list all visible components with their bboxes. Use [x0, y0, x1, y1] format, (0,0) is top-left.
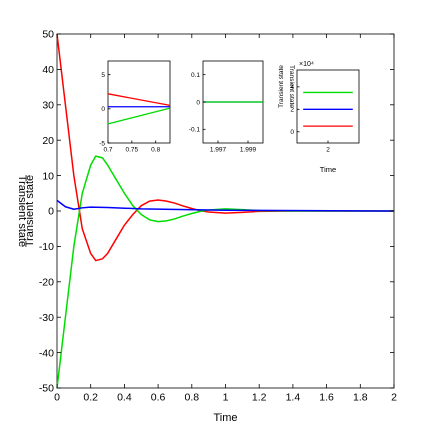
inset-1-series-line-2 [107, 107, 171, 125]
inset-3-x-tick-label: 2 [326, 147, 330, 154]
inset-1-x-tick-label: 0.75 [126, 147, 139, 154]
main-x-axis-label: Time [213, 412, 237, 424]
main-x-tick-label: 0.6 [151, 392, 166, 404]
main-x-tick-label: 1.8 [353, 392, 368, 404]
main-y-tick-label: 30 [42, 99, 54, 111]
main-x-tick-label: 0 [54, 392, 60, 404]
main-y-tick-label: -10 [39, 241, 54, 253]
inset-2-y-tick-label: -0.1 [189, 127, 201, 134]
inset-3-y-multiplier: ×10⁴ [299, 61, 314, 68]
main-series-line-2 [56, 199, 395, 212]
main-y-axis-label: Transient state [24, 175, 36, 247]
inset-1-y-tick-label: 0 [101, 106, 105, 113]
main-x-tick-label: 1 [223, 392, 229, 404]
main-x-tick-label: 0.4 [117, 392, 132, 404]
inset-2-y-tick-label: 0.1 [191, 72, 200, 79]
inset-3-y-axis-label-mirror: Transient state [288, 65, 295, 108]
main-y-tick-label: -20 [39, 276, 54, 288]
inset-1-x-tick-label: 0.7 [103, 147, 112, 154]
main-y-tick-label: 40 [42, 64, 54, 76]
main-x-tick-label: 0.8 [184, 392, 199, 404]
inset-1-y-tick-label: -5 [99, 140, 105, 147]
inset-1-y-tick-label: 5 [101, 72, 105, 79]
inset-2-y-tick-label: 0 [196, 99, 200, 106]
main-series-line-1 [56, 155, 394, 389]
main-y-tick-label: 50 [42, 29, 54, 41]
inset-2-x-tick-label: 1.997 [210, 147, 227, 154]
inset-1-series-line-0 [107, 93, 171, 107]
inset-1-axes-frame [107, 60, 171, 144]
inset-3-x-axis-label: Time [320, 165, 336, 174]
inset-3-y-tick-label: 4 [290, 84, 294, 91]
main-y-tick-label: 20 [42, 135, 54, 147]
main-x-tick-label: 2 [391, 392, 397, 404]
main-y-tick-label: -30 [39, 312, 54, 324]
main-x-tick-label: 0.2 [83, 392, 98, 404]
main-x-tick-label: 1.4 [286, 392, 301, 404]
main-y-tick-label: 10 [42, 170, 54, 182]
inset-3-y-tick-label: 2 [290, 107, 294, 114]
inset-3-axes-frame [296, 69, 360, 144]
main-x-tick-label: 1.6 [319, 392, 334, 404]
main-y-axis-label-mirror: Transient state [16, 175, 28, 247]
inset-3-y-tick-label: 0 [290, 129, 294, 136]
main-y-tick-label: -40 [39, 347, 54, 359]
inset-1-x-tick-label: 0.8 [151, 147, 160, 154]
main-x-tick-label: 1.2 [252, 392, 267, 404]
main-y-tick-label: 0 [48, 206, 54, 218]
main-series-line-0 [56, 33, 394, 262]
main-y-tick-label: -50 [39, 383, 54, 395]
inset-2-x-tick-label: 1.999 [240, 147, 257, 154]
inset-3-y-axis-label: Transient state [278, 65, 285, 108]
